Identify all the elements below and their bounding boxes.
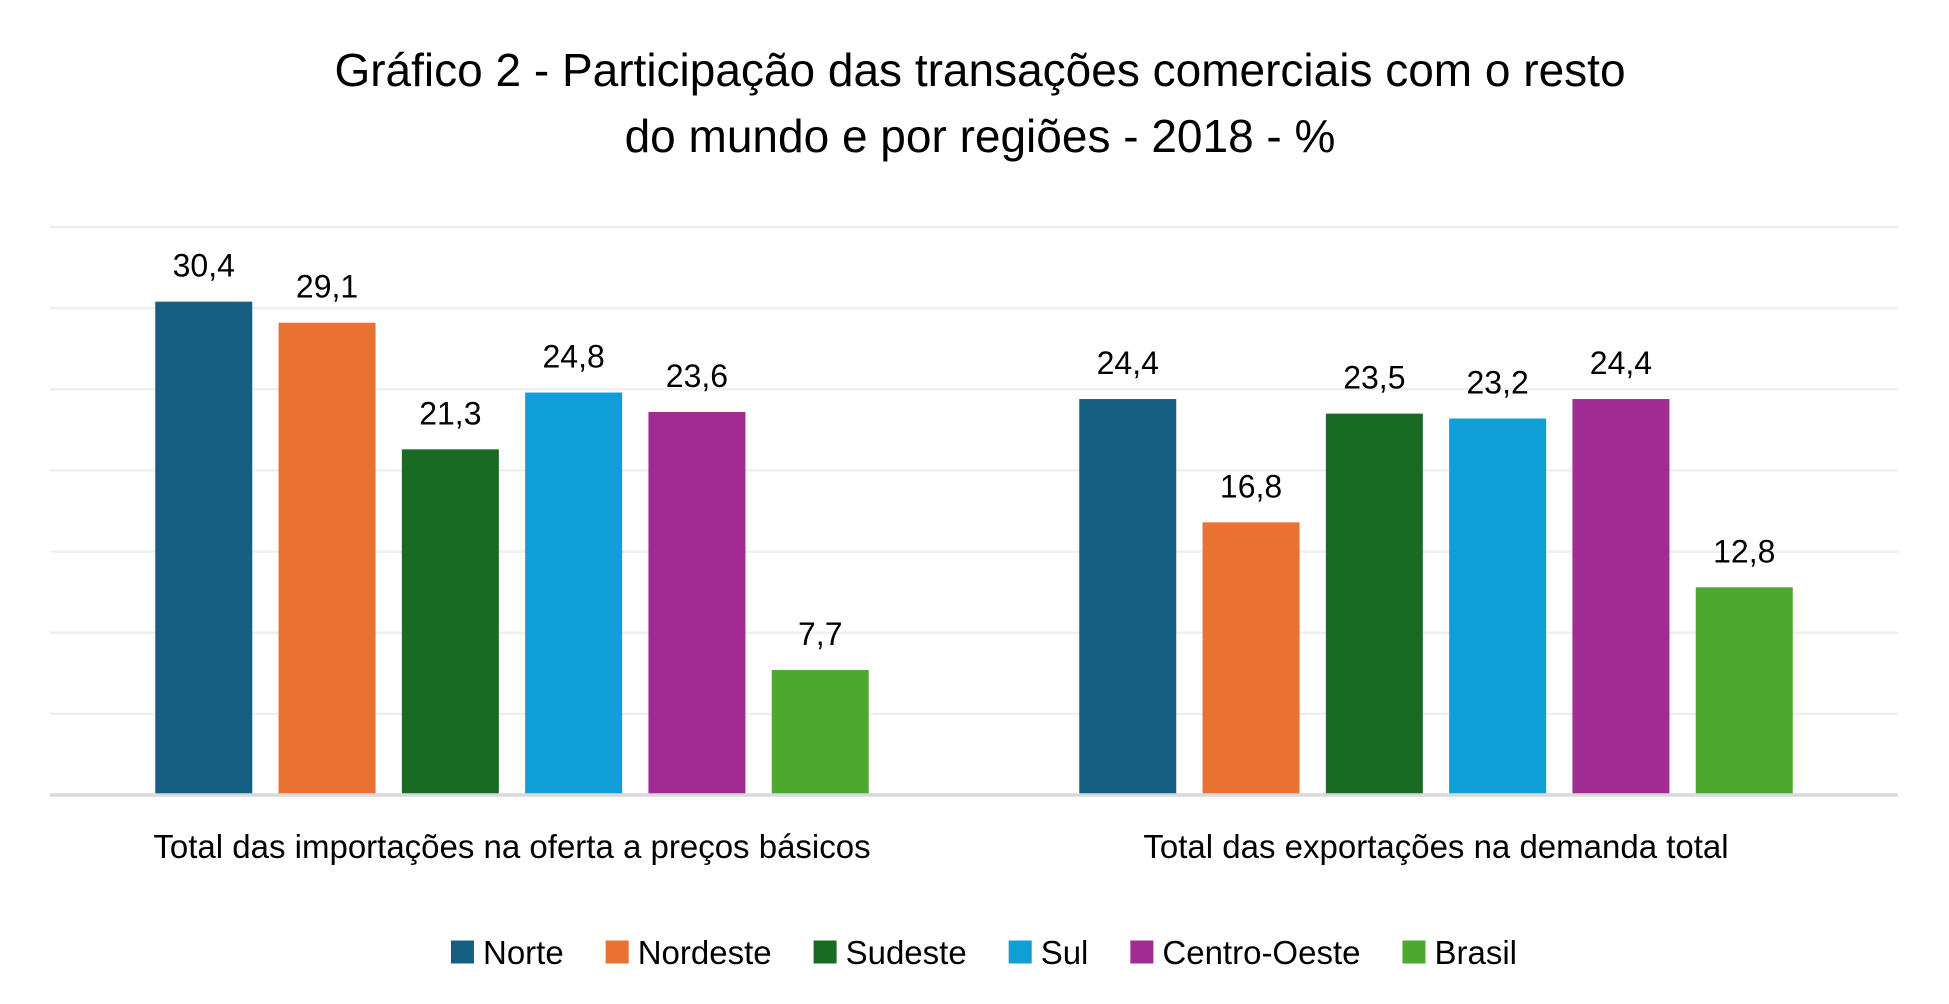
legend-label: Sudeste — [846, 934, 967, 971]
legend-swatch — [813, 940, 837, 964]
data-label: 24,4 — [1590, 345, 1652, 381]
bar-sudeste-0 — [401, 449, 499, 795]
data-label: 24,8 — [543, 339, 605, 375]
legend-swatch — [605, 940, 629, 964]
legend-item-sudeste: Sudeste — [813, 934, 967, 971]
legend-label: Centro-Oeste — [1162, 934, 1360, 971]
data-label: 16,8 — [1220, 468, 1282, 504]
bar-brasil-0 — [771, 670, 869, 795]
legend-swatch — [1130, 940, 1154, 964]
chart-title: Gráfico 2 - Participação das transações … — [334, 44, 1625, 162]
legend-item-nordeste: Nordeste — [605, 934, 772, 971]
category-labels: Total das importações na oferta a preços… — [153, 828, 1728, 865]
bar-centro-oeste-0 — [648, 412, 746, 795]
legend-label: Brasil — [1434, 934, 1517, 971]
bar-centro-oeste-1 — [1572, 399, 1670, 795]
bar-sudeste-1 — [1325, 413, 1423, 795]
data-label: 23,5 — [1343, 360, 1405, 396]
chart-title-line-2: do mundo e por regiões - 2018 - % — [625, 110, 1336, 162]
legend-item-centro-oeste: Centro-Oeste — [1130, 934, 1360, 971]
data-label: 7,7 — [798, 616, 842, 652]
data-label: 29,1 — [296, 269, 358, 305]
category-label: Total das exportações na demanda total — [1143, 828, 1728, 865]
bars — [155, 301, 1793, 795]
data-label: 12,8 — [1713, 533, 1775, 569]
bar-norte-0 — [155, 301, 253, 795]
legend-item-norte: Norte — [450, 934, 564, 971]
category-label: Total das importações na oferta a preços… — [153, 828, 870, 865]
legend-item-sul: Sul — [1008, 934, 1089, 971]
data-label: 23,2 — [1467, 364, 1529, 400]
bar-sul-1 — [1449, 418, 1547, 795]
legend-swatch — [450, 940, 474, 964]
data-label: 23,6 — [666, 358, 728, 394]
legend-label: Sul — [1041, 934, 1089, 971]
legend-label: Nordeste — [638, 934, 772, 971]
bar-norte-1 — [1079, 399, 1177, 795]
legend-item-brasil: Brasil — [1402, 934, 1517, 971]
legend-swatch — [1402, 940, 1426, 964]
legend-swatch — [1008, 940, 1032, 964]
bar-nordeste-0 — [278, 322, 376, 795]
data-labels: 30,4 29,1 21,3 24,8 23,6 7,7 24,4 16,8 23,5 23,2 2… — [173, 248, 1776, 652]
bar-sul-0 — [525, 392, 623, 795]
data-label: 24,4 — [1097, 345, 1159, 381]
data-label: 30,4 — [173, 248, 235, 284]
chart-title-line-1: Gráfico 2 - Participação das transações … — [334, 44, 1625, 96]
bar-nordeste-1 — [1202, 522, 1300, 795]
legend-label: Norte — [483, 934, 564, 971]
legend: Norte Nordeste Sudeste Sul Centro-Oeste Brasi… — [450, 934, 1517, 971]
data-label: 21,3 — [419, 395, 481, 431]
bar-brasil-1 — [1695, 587, 1793, 795]
